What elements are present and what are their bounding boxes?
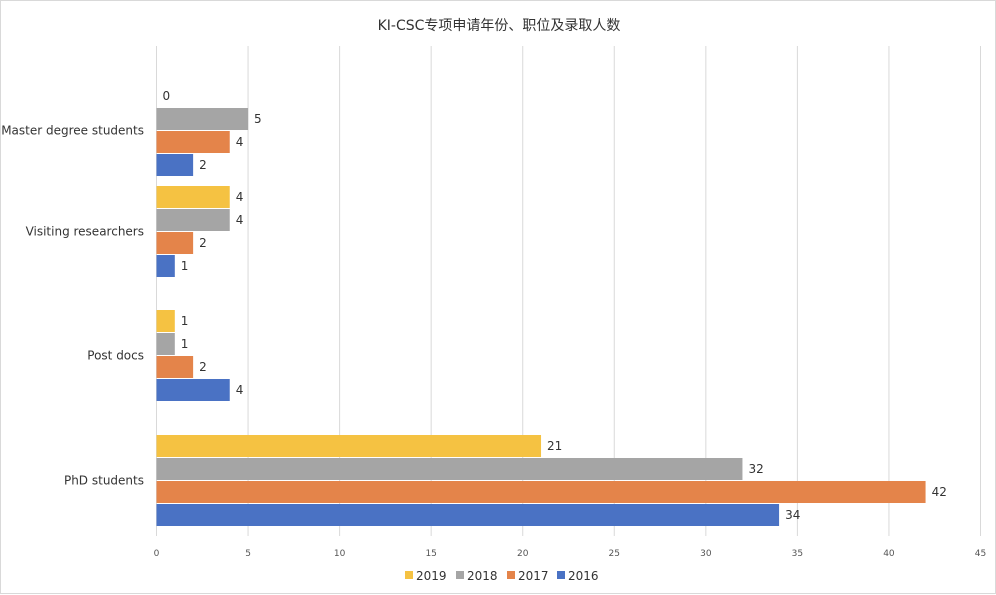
bar-2017 (156, 356, 194, 378)
legend-label: 2019 (416, 569, 447, 583)
legend-swatch-2018 (456, 571, 464, 579)
data-label: 4 (236, 135, 244, 149)
x-tick-label: 5 (245, 549, 251, 559)
data-label: 42 (932, 485, 947, 499)
value-axis: 0 5 10 15 20 25 30 35 40 45 (154, 549, 987, 559)
x-tick-label: 40 (883, 549, 895, 559)
data-label: 34 (785, 508, 800, 522)
data-label: 1 (181, 314, 189, 328)
category-label: Master degree students (1, 124, 144, 138)
legend-label: 2017 (518, 569, 549, 583)
bar-2017 (156, 131, 230, 153)
data-label: 32 (748, 462, 763, 476)
bar-2017 (156, 481, 926, 503)
bar-2018 (156, 333, 175, 355)
x-tick-label: 30 (700, 549, 712, 559)
legend-swatch-2017 (507, 571, 515, 579)
category-label: PhD students (64, 474, 144, 488)
legend-swatch-2016 (557, 571, 565, 579)
data-label: 4 (236, 190, 244, 204)
x-tick-label: 10 (334, 549, 346, 559)
x-tick-label: 20 (517, 549, 529, 559)
data-label: 2 (199, 158, 207, 172)
legend-label: 2018 (467, 569, 498, 583)
bars (156, 108, 926, 526)
category-axis: Master degree students Visiting researche… (1, 124, 144, 488)
data-label: 1 (181, 337, 189, 351)
bar-2018 (156, 458, 743, 480)
x-tick-label: 0 (154, 549, 160, 559)
x-tick-label: 35 (792, 549, 803, 559)
bar-2019 (156, 435, 542, 457)
bar-2019 (156, 310, 175, 332)
bar-2016 (156, 154, 194, 176)
bar-2016 (156, 379, 230, 401)
data-label: 4 (236, 383, 244, 397)
category-label: Visiting researchers (26, 225, 144, 239)
bar-2016 (156, 504, 780, 526)
x-tick-label: 25 (609, 549, 620, 559)
data-label: 0 (163, 89, 171, 103)
data-label: 21 (547, 439, 562, 453)
data-label: 4 (236, 213, 244, 227)
bar-2018 (156, 108, 249, 130)
legend-swatch-2019 (405, 571, 413, 579)
legend: 2019 2018 2017 2016 (405, 569, 599, 583)
data-label: 1 (181, 259, 189, 273)
data-label: 5 (254, 112, 262, 126)
bar-2019 (156, 186, 230, 208)
chart-title: KI-CSC专项申请年份、职位及录取人数 (378, 18, 621, 34)
bar-2016 (156, 255, 175, 277)
x-tick-label: 15 (425, 549, 436, 559)
category-label: Post docs (87, 349, 144, 363)
data-label: 2 (199, 236, 207, 250)
x-tick-label: 45 (975, 549, 986, 559)
bar-2018 (156, 209, 230, 231)
bar-2017 (156, 232, 194, 254)
data-label: 2 (199, 360, 207, 374)
legend-label: 2016 (568, 569, 599, 583)
